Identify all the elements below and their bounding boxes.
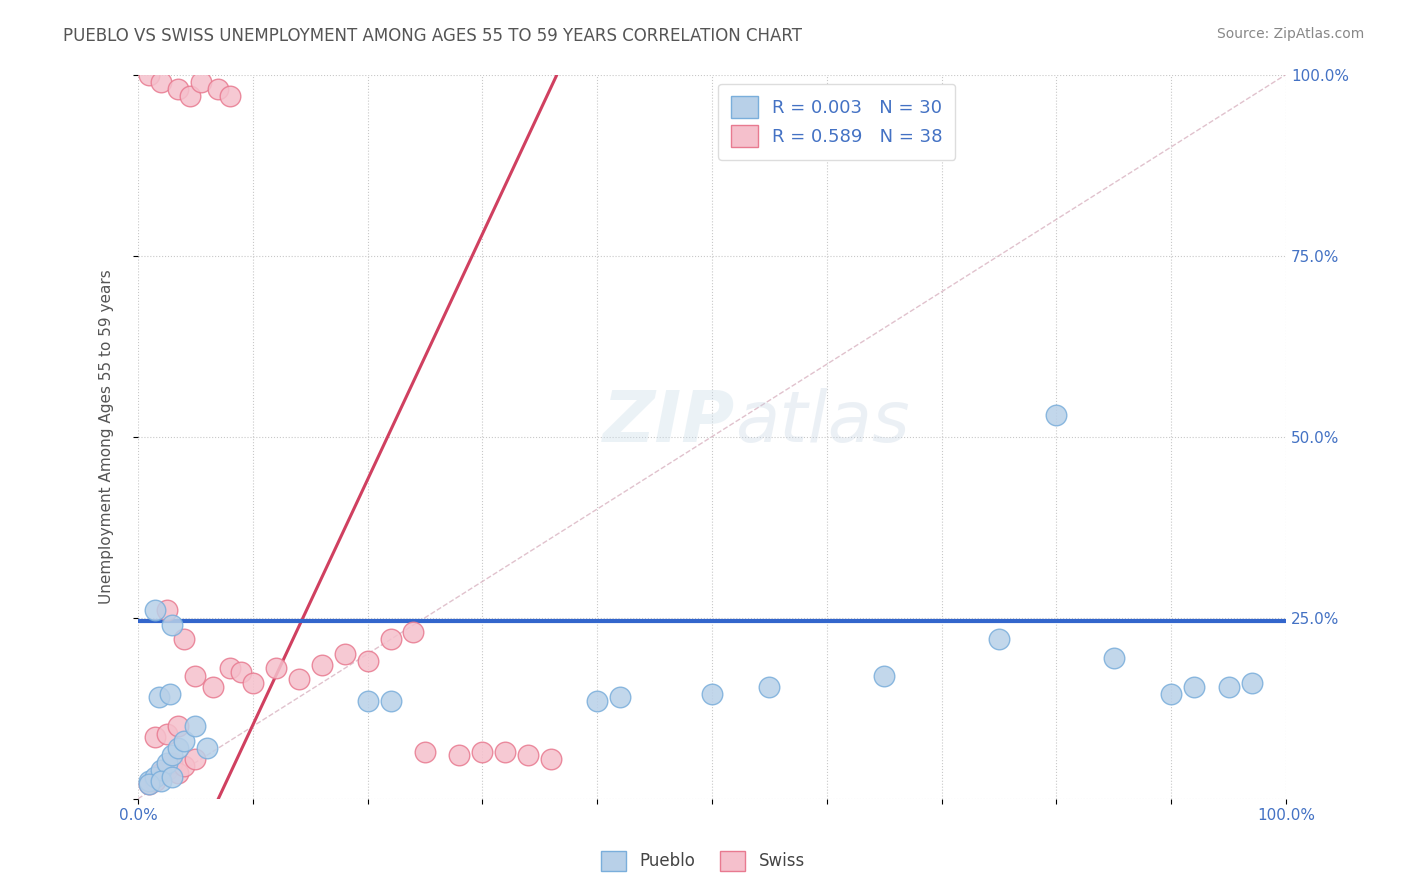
- Point: [167, 82, 190, 96]
- Point: [231, 665, 253, 679]
- Point: [156, 756, 179, 770]
- Point: [173, 632, 195, 647]
- Point: [184, 668, 207, 682]
- Point: [143, 770, 166, 784]
- Point: [149, 766, 172, 780]
- Point: [143, 773, 166, 788]
- Point: [162, 770, 184, 784]
- Point: [540, 752, 562, 766]
- Point: [167, 766, 190, 780]
- Point: [149, 763, 172, 777]
- Point: [184, 719, 207, 733]
- Point: [156, 726, 179, 740]
- Point: [287, 673, 309, 687]
- Point: [143, 730, 166, 744]
- Legend: R = 0.003   N = 30, R = 0.589   N = 38: R = 0.003 N = 30, R = 0.589 N = 38: [718, 84, 956, 160]
- Point: [1102, 650, 1125, 665]
- Point: [201, 680, 224, 694]
- Point: [471, 745, 494, 759]
- Point: [162, 618, 184, 632]
- Point: [609, 690, 631, 705]
- Point: [218, 661, 240, 675]
- Point: [162, 756, 184, 770]
- Point: [173, 734, 195, 748]
- Point: [1182, 680, 1205, 694]
- Point: [517, 748, 540, 763]
- Point: [159, 687, 181, 701]
- Point: [586, 694, 609, 708]
- Text: Source: ZipAtlas.com: Source: ZipAtlas.com: [1216, 27, 1364, 41]
- Point: [1160, 687, 1182, 701]
- Text: PUEBLO VS SWISS UNEMPLOYMENT AMONG AGES 55 TO 59 YEARS CORRELATION CHART: PUEBLO VS SWISS UNEMPLOYMENT AMONG AGES …: [63, 27, 803, 45]
- Point: [138, 773, 160, 788]
- Point: [218, 89, 240, 103]
- Point: [207, 82, 229, 96]
- Point: [190, 75, 212, 89]
- Point: [179, 89, 201, 103]
- Legend: Pueblo, Swiss: Pueblo, Swiss: [593, 842, 813, 880]
- Point: [242, 676, 264, 690]
- Point: [143, 603, 166, 617]
- Point: [184, 752, 207, 766]
- Point: [264, 661, 287, 675]
- Point: [149, 773, 172, 788]
- Text: atlas: atlas: [735, 388, 910, 457]
- Point: [167, 741, 190, 756]
- Point: [333, 647, 356, 661]
- Point: [356, 694, 378, 708]
- Point: [380, 694, 402, 708]
- Point: [149, 75, 172, 89]
- Point: [173, 759, 195, 773]
- Point: [138, 777, 160, 791]
- Point: [156, 763, 179, 777]
- Point: [138, 777, 160, 791]
- Point: [148, 690, 170, 705]
- Point: [138, 68, 160, 82]
- Point: [873, 668, 896, 682]
- Point: [758, 680, 780, 694]
- Point: [494, 745, 516, 759]
- Point: [311, 657, 333, 672]
- Point: [195, 741, 218, 756]
- Point: [1218, 680, 1240, 694]
- Point: [402, 625, 425, 640]
- Point: [449, 748, 471, 763]
- Point: [380, 632, 402, 647]
- Point: [700, 687, 723, 701]
- Point: [1045, 408, 1067, 422]
- Point: [356, 654, 378, 668]
- Point: [162, 748, 184, 763]
- Text: ZIP: ZIP: [603, 388, 735, 457]
- Point: [987, 632, 1010, 647]
- Point: [167, 719, 190, 733]
- Point: [156, 603, 179, 617]
- Point: [1240, 676, 1263, 690]
- Point: [413, 745, 436, 759]
- Y-axis label: Unemployment Among Ages 55 to 59 years: Unemployment Among Ages 55 to 59 years: [100, 269, 114, 604]
